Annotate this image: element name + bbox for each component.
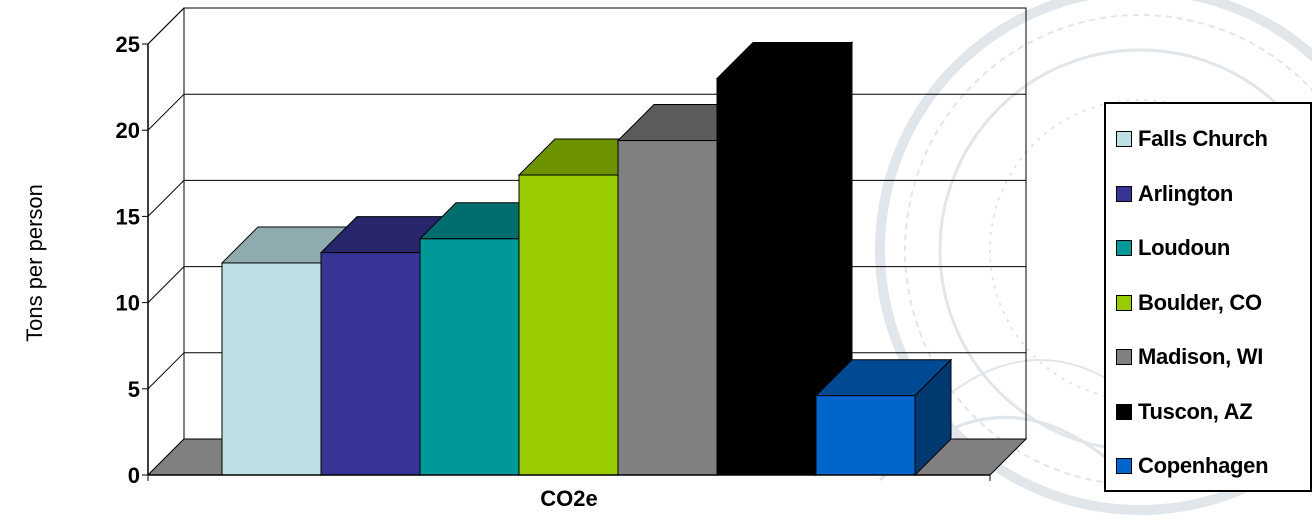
gridline-side	[147, 93, 185, 131]
legend-label: Arlington	[1138, 180, 1234, 206]
gridline-side	[147, 7, 185, 45]
legend-item: Boulder, CO	[1116, 276, 1310, 331]
legend-item: Falls Church	[1116, 112, 1310, 167]
bar-front	[221, 262, 322, 476]
legend-label: Falls Church	[1138, 126, 1268, 152]
legend: Falls Church Arlington Loudoun Boulder, CO M…	[1104, 102, 1312, 492]
y-tick-label: 20	[116, 118, 140, 143]
bar-front	[617, 140, 718, 476]
bar-front	[320, 252, 421, 476]
legend-item: Tuscon, AZ	[1116, 385, 1310, 440]
legend-swatch	[1116, 458, 1132, 475]
y-tick-label: 5	[128, 377, 140, 402]
legend-swatch	[1116, 403, 1132, 420]
gridline-side	[147, 352, 185, 390]
bar-front	[419, 238, 520, 476]
bar-front	[815, 395, 916, 476]
y-axis-title: Tons per person	[22, 184, 47, 342]
legend-item: Arlington	[1116, 167, 1310, 222]
legend-swatch	[1116, 294, 1132, 311]
legend-label: Tuscon, AZ	[1138, 398, 1253, 424]
y-tick-label: 0	[128, 463, 140, 488]
bar-tuscon-az	[715, 41, 854, 477]
legend-label: Boulder, CO	[1138, 289, 1262, 315]
gridline-side	[147, 266, 185, 303]
legend-swatch	[1116, 240, 1132, 257]
bar-front	[518, 174, 619, 476]
y-tick-label: 25	[116, 32, 140, 57]
legend-swatch	[1116, 349, 1132, 366]
legend-item: Loudoun	[1116, 221, 1310, 276]
legend-label: Madison, WI	[1138, 344, 1264, 370]
legend-swatch	[1116, 131, 1132, 148]
legend-item: Madison, WI	[1116, 330, 1310, 385]
y-tick-label: 15	[116, 204, 140, 229]
legend-swatch	[1116, 185, 1132, 202]
bar-front	[716, 77, 817, 476]
gridline-side	[147, 180, 185, 217]
bar-copenhagen	[814, 358, 953, 477]
y-tick-label: 10	[116, 291, 140, 316]
legend-label: Copenhagen	[1138, 453, 1269, 479]
legend-item: Copenhagen	[1116, 439, 1310, 494]
x-category-label: CO2e	[540, 486, 597, 511]
legend-label: Loudoun	[1138, 235, 1230, 261]
